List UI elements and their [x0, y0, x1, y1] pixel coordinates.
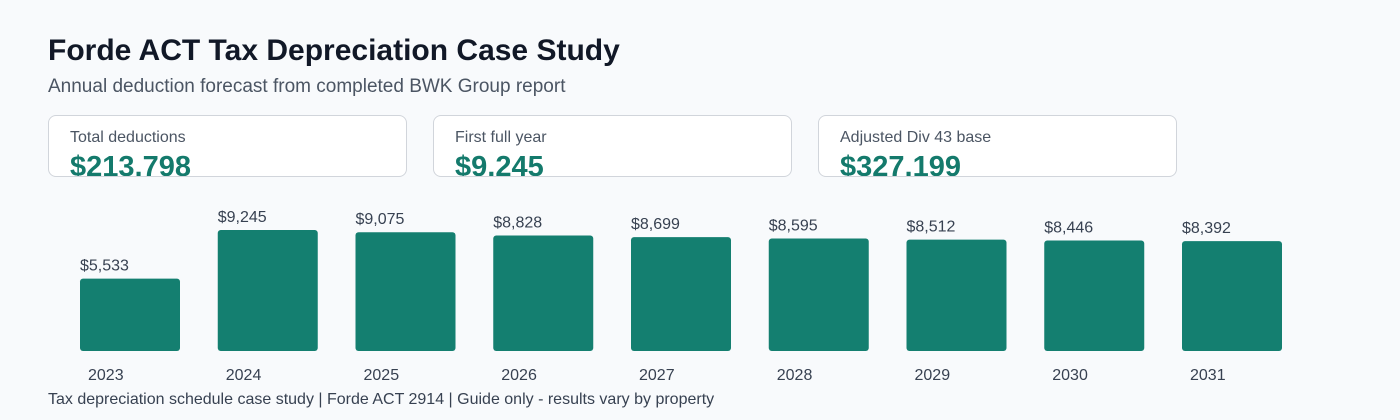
- annual-deductions-bar-chart: $5,533 2023 $9,245 2024 $9,075 2025 $8,828 2026…: [80, 209, 1282, 384]
- kpi-label: First full year: [455, 129, 547, 146]
- page-title: Forde ACT Tax Depreciation Case Study: [48, 34, 620, 67]
- bar-2024: [217, 230, 318, 351]
- bar-2030: [1044, 240, 1145, 351]
- kpi-value: $327,199: [840, 151, 961, 177]
- bar-2025: [355, 232, 456, 351]
- kpi-value: $213,798: [70, 151, 191, 177]
- bar-value-label: $8,392: [1182, 220, 1231, 237]
- kpi-card-div43-base: Adjusted Div 43 base $327,199: [818, 115, 1177, 177]
- bar-value-label: $8,446: [1044, 219, 1093, 236]
- footer-note: Tax depreciation schedule case study | F…: [48, 391, 715, 408]
- bar-2027: [631, 237, 731, 351]
- bar-value-label: $8,512: [907, 219, 956, 236]
- bar-2026: [493, 235, 594, 351]
- bar-2028: [768, 238, 869, 351]
- kpi-value: $9,245: [455, 151, 544, 177]
- bar-value-label: $8,828: [493, 214, 542, 231]
- x-tick-label: 2024: [226, 367, 262, 384]
- bar-2031: [1182, 241, 1282, 351]
- page-subtitle: Annual deduction forecast from completed…: [48, 76, 566, 97]
- bar-value-label: $9,075: [356, 211, 405, 228]
- x-tick-label: 2031: [1190, 367, 1226, 384]
- bar-2023: [80, 278, 180, 351]
- x-tick-label: 2030: [1052, 367, 1088, 384]
- bar-value-label: $8,595: [769, 218, 818, 235]
- kpi-card-total-deductions: Total deductions $213,798: [48, 115, 407, 177]
- bar-value-label: $9,245: [218, 209, 267, 226]
- kpi-label: Total deductions: [70, 129, 186, 146]
- bar-value-label: $8,699: [631, 216, 680, 233]
- x-tick-label: 2023: [88, 367, 124, 384]
- bar-2029: [906, 239, 1007, 351]
- bar-value-label: $5,533: [80, 258, 129, 275]
- x-tick-label: 2028: [777, 367, 813, 384]
- x-tick-label: 2029: [915, 367, 951, 384]
- x-tick-label: 2027: [639, 367, 675, 384]
- x-tick-label: 2025: [364, 367, 400, 384]
- x-tick-label: 2026: [501, 367, 537, 384]
- kpi-card-first-full-year: First full year $9,245: [433, 115, 792, 177]
- kpi-label: Adjusted Div 43 base: [840, 129, 992, 146]
